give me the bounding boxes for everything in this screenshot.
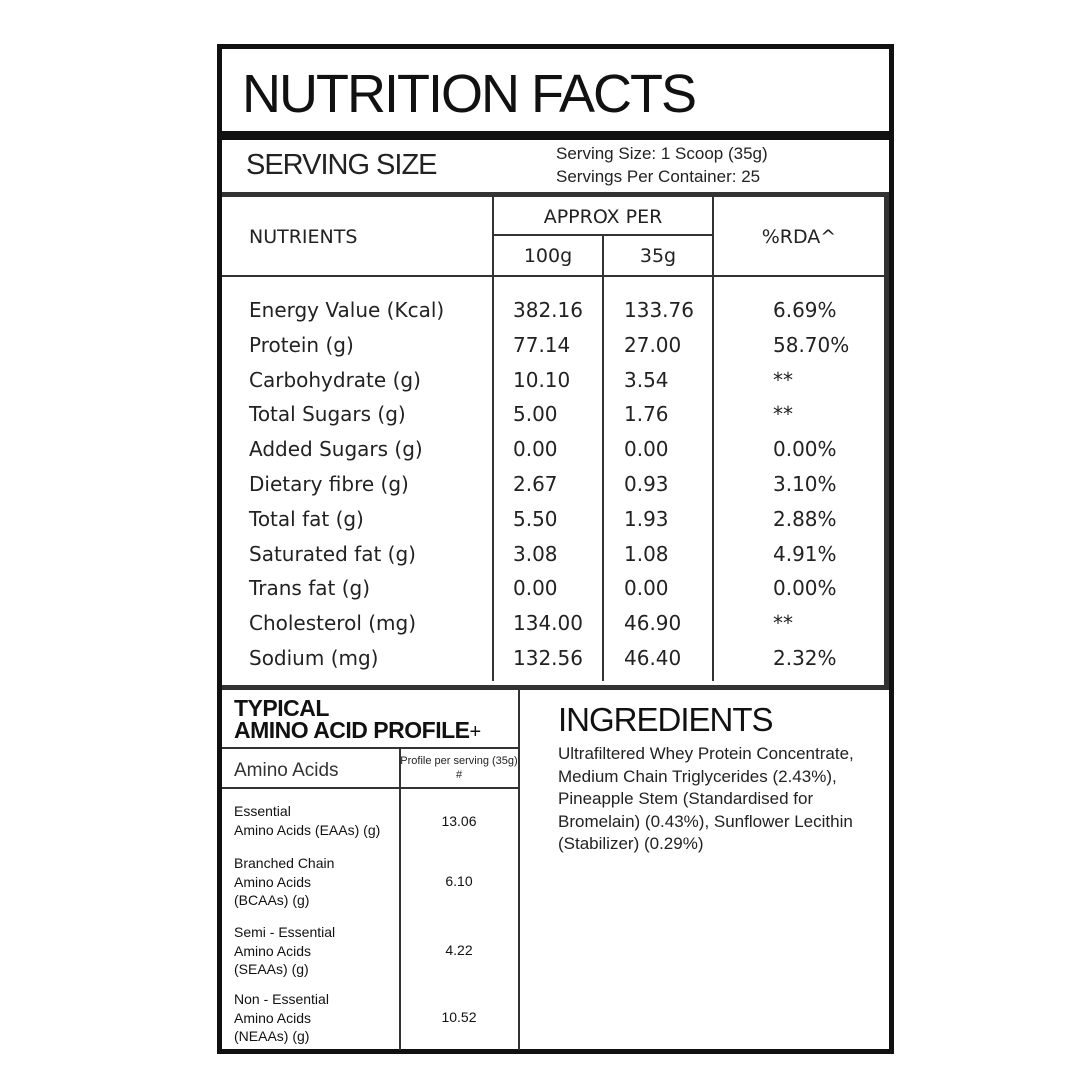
value-rda: **: [773, 402, 793, 426]
amino-acid-table: Amino Acids Profile per serving (35g) # …: [222, 687, 520, 1055]
column-divider: [602, 235, 604, 681]
value-per-100g: 132.56: [513, 646, 583, 670]
serving-divider: [222, 192, 889, 197]
column-divider: [492, 194, 494, 681]
value-per-100g: 134.00: [513, 611, 583, 635]
serving-size-heading: SERVING SIZE: [246, 149, 438, 181]
value-per-100g: 3.08: [513, 542, 558, 566]
value-per-35g: 1.76: [624, 402, 669, 426]
nutrient-name: Sodium (mg): [249, 646, 379, 670]
value-rda: 58.70%: [773, 333, 850, 357]
amino-row-value: 4.22: [445, 942, 473, 958]
nutrient-name: Trans fat (g): [249, 576, 371, 600]
value-rda: 0.00%: [773, 576, 837, 600]
value-per-35g: 0.00: [624, 437, 669, 461]
amino-header-divider: [222, 787, 520, 789]
col-header-35g: 35g: [639, 245, 677, 267]
label-title: NUTRITION FACTS: [242, 64, 697, 124]
value-per-100g: 5.00: [513, 402, 558, 426]
amino-row-name: Branched Chain Amino Acids (BCAAs) (g): [234, 855, 335, 908]
ingredients-text: Ultrafiltered Whey Protein Concentrate, …: [558, 744, 854, 853]
value-rda: 2.32%: [773, 646, 837, 670]
value-per-100g: 382.16: [513, 298, 583, 322]
nutrient-name: Saturated fat (g): [249, 542, 416, 566]
value-per-35g: 0.93: [624, 472, 669, 496]
col-header-approx: APPROX PER: [543, 206, 663, 228]
value-per-35g: 1.08: [624, 542, 669, 566]
value-per-35g: 46.40: [624, 646, 682, 670]
nutrient-name: Added Sugars (g): [249, 437, 423, 461]
amino-row-value: 6.10: [445, 873, 473, 889]
ingredients-heading: INGREDIENTS: [558, 701, 774, 738]
nutrient-name: Cholesterol (mg): [249, 611, 417, 635]
amino-title-plus: +: [469, 721, 481, 743]
amino-column-divider: [399, 747, 401, 1050]
nutrient-name: Energy Value (Kcal): [249, 298, 445, 322]
value-per-35g: 133.76: [624, 298, 694, 322]
amino-title: TYPICAL AMINO ACID PROFILE+: [234, 695, 481, 744]
value-per-100g: 10.10: [513, 368, 571, 392]
amino-row-value: 13.06: [441, 813, 477, 829]
value-per-100g: 77.14: [513, 333, 571, 357]
value-per-35g: 46.90: [624, 611, 682, 635]
title-divider: [222, 131, 889, 140]
nutrition-label: NUTRITION FACTS SERVING SIZE Serving Siz…: [217, 44, 894, 1054]
amino-row-value: 10.52: [441, 1009, 477, 1025]
value-rda: 3.10%: [773, 472, 837, 496]
value-rda: 4.91%: [773, 542, 837, 566]
table-right-border: [884, 194, 889, 686]
header-divider: [222, 275, 889, 277]
servings-per-container: Servings Per Container: 25: [556, 167, 761, 186]
section-divider: [222, 685, 889, 690]
amino-table-top: [222, 747, 520, 749]
col-header-nutrients: NUTRIENTS: [249, 226, 358, 248]
value-rda: 0.00%: [773, 437, 837, 461]
value-rda: 2.88%: [773, 507, 837, 531]
nutrients-table: NUTRIENTS APPROX PER 100g 35g %RDA^ Ener…: [222, 194, 889, 686]
value-per-100g: 0.00: [513, 576, 558, 600]
value-rda: **: [773, 368, 793, 392]
amino-row-name: Essential Amino Acids (EAAs) (g): [234, 803, 381, 838]
header-divider: [492, 234, 714, 236]
col-header-rda: %RDA^: [761, 226, 837, 248]
amino-title-line2: AMINO ACID PROFILE: [234, 717, 470, 743]
amino-col-name: Amino Acids: [234, 760, 339, 781]
value-per-35g: 27.00: [624, 333, 682, 357]
value-per-100g: 0.00: [513, 437, 558, 461]
nutrient-name: Protein (g): [249, 333, 354, 357]
value-rda: **: [773, 611, 793, 635]
value-per-100g: 5.50: [513, 507, 558, 531]
value-rda: 6.69%: [773, 298, 837, 322]
amino-title-line1: TYPICAL: [234, 695, 329, 721]
column-divider: [712, 194, 714, 681]
col-header-100g: 100g: [523, 245, 573, 267]
nutrient-name: Total Sugars (g): [249, 402, 406, 426]
value-per-35g: 1.93: [624, 507, 669, 531]
nutrient-name: Dietary fibre (g): [249, 472, 409, 496]
value-per-100g: 2.67: [513, 472, 558, 496]
serving-size-value: Serving Size: 1 Scoop (35g): [556, 144, 768, 163]
value-per-35g: 3.54: [624, 368, 669, 392]
amino-right-border: [518, 687, 520, 1050]
amino-row-name: Semi - Essential Amino Acids (SEAAs) (g): [234, 924, 336, 977]
amino-row-name: Non - Essential Amino Acids (NEAAs) (g): [234, 991, 329, 1044]
amino-col-value: Profile per serving (35g) #: [400, 755, 518, 781]
nutrient-name: Total fat (g): [249, 507, 364, 531]
value-per-35g: 0.00: [624, 576, 669, 600]
nutrient-name: Carbohydrate (g): [249, 368, 421, 392]
